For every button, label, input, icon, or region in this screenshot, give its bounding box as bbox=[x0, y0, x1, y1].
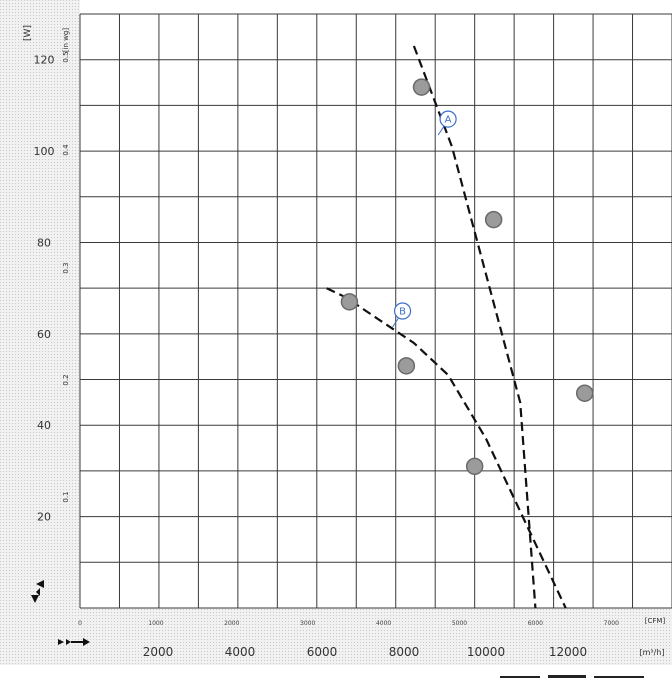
x-tick-label-m3h: 12000 bbox=[549, 645, 587, 659]
curve-label-circle-a bbox=[439, 110, 457, 128]
curve-marker-b bbox=[340, 293, 359, 311]
x-tick-label-m3h: 2000 bbox=[143, 645, 174, 659]
pressure-axis-symbol bbox=[31, 580, 44, 603]
curve-label-b: B bbox=[399, 307, 406, 318]
y-tick-label-w: 60 bbox=[37, 328, 51, 341]
x-tick-label-m3h: 4000 bbox=[225, 645, 256, 659]
y-tick-label-w: 80 bbox=[37, 236, 51, 249]
curve-label-leader-a bbox=[437, 125, 445, 136]
footer-mark bbox=[500, 675, 644, 678]
y-tick-label-w: 120 bbox=[34, 54, 55, 67]
left-axis-strip bbox=[0, 0, 80, 665]
x-tick-label-m3h: 8000 bbox=[389, 645, 420, 659]
y-tick-label-inwg: 0.4 bbox=[62, 144, 70, 156]
bottom-axis-strip bbox=[0, 608, 672, 665]
y-tick-label-w: 100 bbox=[34, 145, 55, 158]
curve-marker-a bbox=[575, 384, 594, 402]
x-tick-label-cfm: 2000 bbox=[224, 620, 239, 627]
curve-marker-a bbox=[484, 210, 503, 229]
grid-lines bbox=[79, 13, 672, 609]
y-tick-label-inwg: 0.5 bbox=[62, 51, 70, 62]
x-tick-label-cfm: 4000 bbox=[376, 620, 391, 627]
curve-label-a: A bbox=[445, 115, 452, 126]
y-tick-label-inwg: 0.1 bbox=[62, 491, 70, 502]
curve-marker-a bbox=[412, 78, 431, 96]
unit-m3h: [m³/h] bbox=[639, 648, 664, 657]
unit-in-wg: [in wg] bbox=[62, 28, 70, 53]
y-tick-label-inwg: 0.3 bbox=[62, 262, 70, 273]
curves: AB bbox=[326, 45, 594, 609]
y-tick-label-w: 40 bbox=[37, 419, 51, 432]
flow-axis-symbol bbox=[58, 638, 90, 646]
plot-area bbox=[80, 14, 672, 608]
x-tick-label-cfm: 3000 bbox=[300, 620, 315, 627]
curve-b bbox=[326, 287, 567, 609]
unit-cfm: [CFM] bbox=[645, 617, 666, 625]
x-tick-label-cfm: 6000 bbox=[528, 620, 543, 627]
curve-label-circle-b bbox=[393, 302, 412, 320]
tick-labels: 20 40 60 80 100 120 0.1 0.2 0.3 0.4 0.5 0 1000 2000 30… bbox=[34, 51, 620, 659]
x-tick-label-cfm: 7000 bbox=[604, 620, 619, 627]
curve-a bbox=[412, 45, 537, 609]
unit-w: [W] bbox=[23, 25, 33, 41]
x-tick-label-cfm: 5000 bbox=[452, 620, 467, 627]
x-tick-label-m3h: 6000 bbox=[307, 645, 338, 659]
x-tick-label-cfm: 0 bbox=[78, 620, 82, 627]
y-tick-label-inwg: 0.2 bbox=[62, 374, 70, 385]
x-tick-label-cfm: 1000 bbox=[148, 620, 163, 627]
curve-marker-b bbox=[465, 457, 484, 476]
curve-marker-b bbox=[397, 357, 416, 375]
y-tick-label-w: 20 bbox=[37, 511, 51, 524]
curve-label-leader-b bbox=[392, 317, 399, 328]
x-tick-label-m3h: 10000 bbox=[467, 645, 505, 659]
